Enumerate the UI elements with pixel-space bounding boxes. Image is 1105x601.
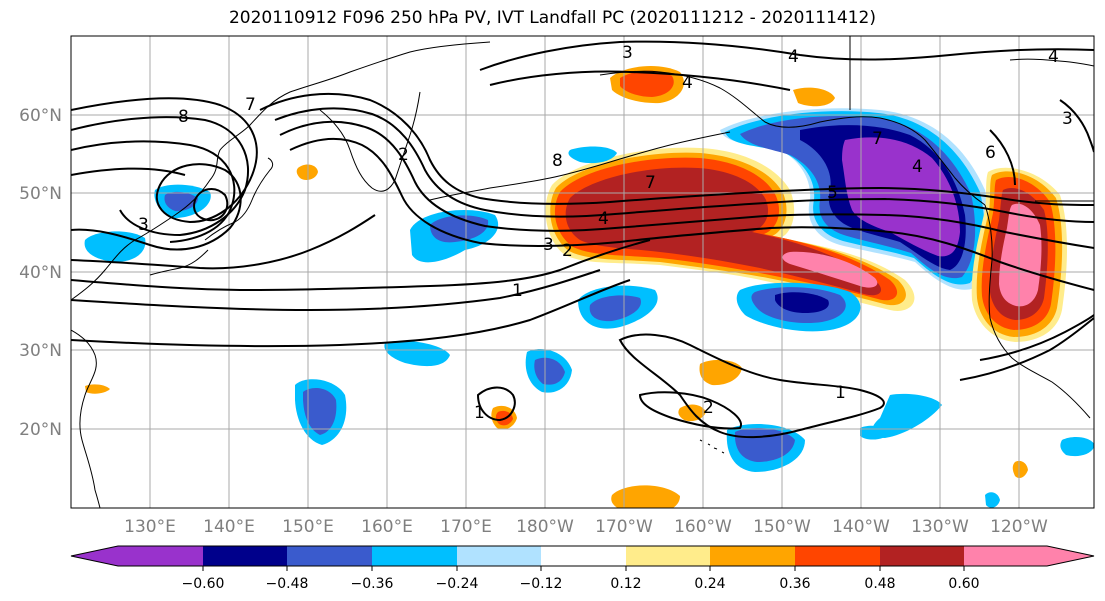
colorbar-outline <box>70 545 1095 567</box>
colorbar-swatch-3 <box>372 546 457 566</box>
colorbar: −0.60 −0.48 −0.36 −0.24 −0.12 0.12 0.24 … <box>70 545 1095 592</box>
longitude-label: 150°W <box>753 517 811 537</box>
contour-label: 4 <box>1048 47 1059 67</box>
hawaii <box>699 439 725 454</box>
contour-label: 8 <box>178 107 189 127</box>
longitude-label: 120°W <box>990 517 1048 537</box>
longitude-label: 160°E <box>361 517 413 537</box>
contour-label: 4 <box>912 157 923 177</box>
colorbar-swatch-9 <box>880 546 964 566</box>
latitude-label: 30°N <box>19 341 62 361</box>
colorbar-tick-label: 0.60 <box>948 576 979 592</box>
latitude-label: 20°N <box>19 420 62 440</box>
contour-label: 3 <box>138 215 149 235</box>
contour-label: 7 <box>245 95 256 115</box>
contour-label: 3 <box>622 43 633 63</box>
longitude-label: 150°E <box>282 517 334 537</box>
colorbar-tick-label: 0.36 <box>779 576 810 592</box>
colorbar-swatch-0 <box>71 546 118 566</box>
map-area: 8 7 3 2 3 4 4 8 7 4 3 2 1 5 7 4 6 3 4 1 … <box>71 36 1094 508</box>
colorbar-swatch-8 <box>795 546 880 566</box>
asia-coast <box>71 41 491 508</box>
graticule <box>71 36 1094 508</box>
colorbar-swatch-6 <box>626 546 710 566</box>
longitude-label: 170°E <box>440 517 492 537</box>
us-border <box>849 36 1094 202</box>
longitude-label: 130°E <box>124 517 176 537</box>
colorbar-tick-label: −0.60 <box>182 576 225 592</box>
colorbar-swatch-4 <box>457 546 541 566</box>
longitude-label: 160°W <box>674 517 732 537</box>
map-frame <box>70 35 1095 509</box>
colorbar-tick-label: 0.12 <box>610 576 641 592</box>
colorbar-tick-label: −0.48 <box>266 576 309 592</box>
colorbar-tick-label: −0.36 <box>351 576 394 592</box>
latitude-label: 60°N <box>19 106 62 126</box>
colorbar-tick-label: 0.48 <box>864 576 895 592</box>
colorbar-swatch-0b <box>118 546 203 566</box>
contour-labels: 8 7 3 2 3 4 4 8 7 4 3 2 1 5 7 4 6 3 4 1 … <box>138 43 1073 423</box>
colorbar-swatch-10b <box>1047 546 1094 566</box>
contour-label: 3 <box>543 235 554 255</box>
contour-label: 4 <box>682 73 693 93</box>
contour-label: 2 <box>703 398 714 418</box>
contour-label: 2 <box>562 241 573 261</box>
pv-contours <box>71 40 1094 439</box>
contour-label: 1 <box>474 403 485 423</box>
colorbar-swatch-1 <box>203 546 287 566</box>
colorbar-swatch-10 <box>964 546 1047 566</box>
contour-label: 5 <box>827 183 838 203</box>
kamchatka-coast <box>319 91 421 192</box>
contour-label: 7 <box>645 173 656 193</box>
north-america-coast <box>984 58 1094 419</box>
colorbar-tick-label: −0.12 <box>520 576 563 592</box>
contour-label: 4 <box>788 47 799 67</box>
longitude-label: 170°W <box>595 517 653 537</box>
colorbar-tick-label: −0.24 <box>436 576 479 592</box>
latitude-label: 40°N <box>19 263 62 283</box>
contour-label: 7 <box>872 129 883 149</box>
colorbar-swatch-7 <box>710 546 795 566</box>
contour-label: 2 <box>398 145 409 165</box>
latitude-label: 50°N <box>19 184 62 204</box>
longitude-label: 180°W <box>516 517 574 537</box>
longitude-label: 140°E <box>203 517 255 537</box>
colorbar-swatch-5 <box>541 546 626 566</box>
contour-label: 8 <box>552 151 563 171</box>
latitude-axis: 20°N 30°N 40°N 50°N 60°N <box>19 106 62 440</box>
longitude-axis: 130°E 140°E 150°E 160°E 170°E 180°W 170°… <box>124 517 1048 537</box>
longitude-label: 130°W <box>911 517 969 537</box>
aleutians <box>429 131 731 201</box>
contour-label: 6 <box>985 143 996 163</box>
contour-label: 1 <box>835 383 846 403</box>
longitude-label: 140°W <box>832 517 890 537</box>
colorbar-tick-label: 0.24 <box>694 576 725 592</box>
contour-label: 4 <box>598 209 609 229</box>
map-title: 2020110912 F096 250 hPa PV, IVT Landfall… <box>228 8 876 28</box>
japan-coast <box>149 157 274 276</box>
contour-label: 1 <box>512 281 523 301</box>
colorbar-swatch-2 <box>287 546 372 566</box>
contour-label: 3 <box>1062 109 1073 129</box>
